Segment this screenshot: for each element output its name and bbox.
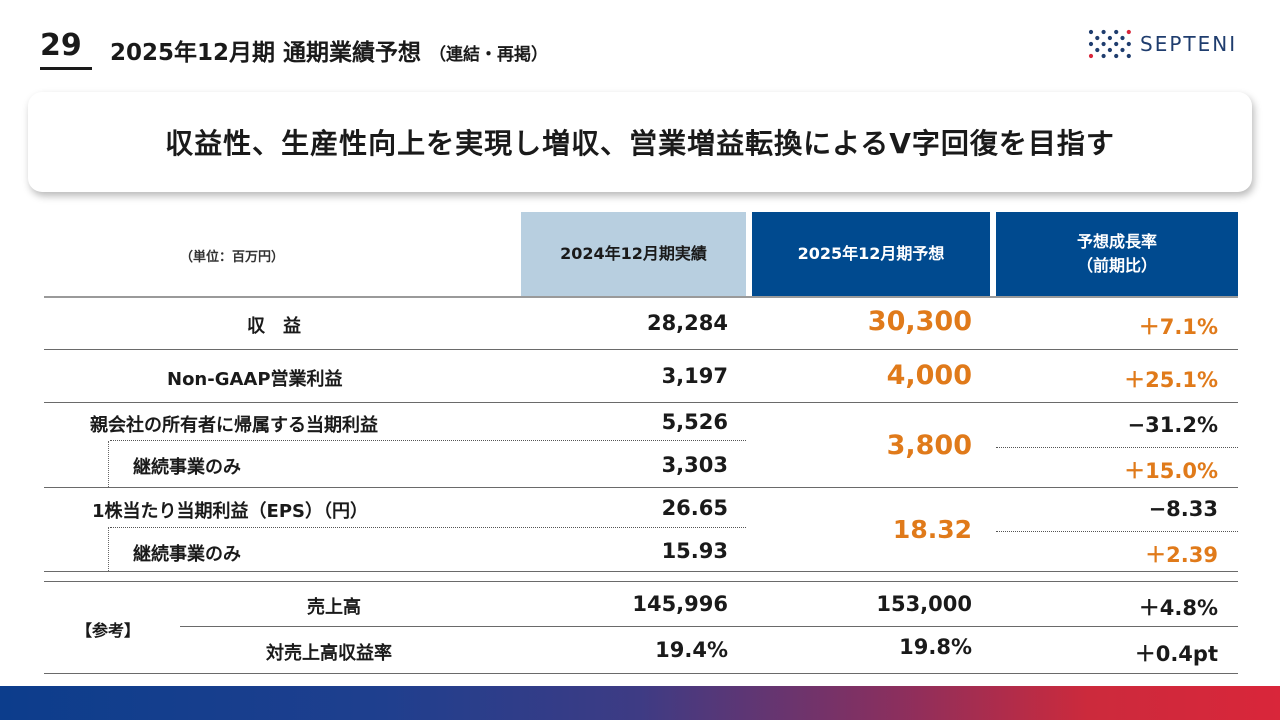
- row-label: 継続事業のみ: [133, 544, 241, 565]
- row-label: 継続事業のみ: [133, 457, 241, 478]
- row-divider: [44, 402, 1238, 403]
- page-title: 2025年12月期 通期業績予想 （連結・再掲）: [110, 33, 548, 67]
- column-header-forecast: 2025年12月期予想: [752, 212, 990, 296]
- actual-value: 3,197: [661, 364, 728, 388]
- row-divider: [44, 349, 1238, 350]
- growth-value: ＋0.4pt: [1134, 642, 1218, 666]
- forecast-value-eps: 18.32: [892, 515, 972, 544]
- logo-dot: [1101, 41, 1106, 47]
- growth-value: ＋25.1%: [1124, 368, 1218, 392]
- growth-value: ＋2.39: [1145, 543, 1218, 567]
- forecast-value: 153,000: [876, 592, 972, 616]
- logo-dot: [1101, 53, 1106, 59]
- column-header-growth-line1: 予想成長率: [1076, 232, 1157, 251]
- actual-value: 15.93: [661, 539, 728, 563]
- logo-text: SEPTENI: [1140, 32, 1238, 56]
- growth-value: ＋7.1%: [1138, 315, 1218, 339]
- logo-dot: [1120, 47, 1125, 53]
- logo-dot: [1120, 35, 1125, 41]
- table-header-divider: [44, 296, 1238, 298]
- row-label: 収 益: [247, 316, 301, 337]
- actual-value: 3,303: [661, 453, 728, 477]
- logo-dot: [1088, 41, 1094, 47]
- logo-dot: [1114, 29, 1119, 35]
- unit-label: （単位：百万円）: [180, 250, 285, 265]
- headline-box: 収益性、生産性向上を実現し増収、営業増益転換によるV字回復を目指す: [28, 92, 1252, 192]
- indent-marker: [108, 527, 109, 571]
- forecast-value-net-income: 3,800: [886, 430, 972, 461]
- logo-dot: [1126, 53, 1131, 59]
- logo-dot: [1107, 47, 1112, 53]
- actual-value: 26.65: [661, 496, 728, 520]
- septeni-dots-icon: [1088, 29, 1131, 59]
- logo-dot: [1088, 53, 1094, 59]
- logo-dot: [1095, 35, 1100, 41]
- row-label: 対売上高収益率: [266, 643, 392, 664]
- forecast-value: 19.8%: [899, 635, 972, 659]
- actual-value: 145,996: [632, 592, 728, 616]
- logo-dot: [1114, 53, 1119, 59]
- bottom-gradient-band: [0, 686, 1280, 720]
- row-dotted-divider: [110, 440, 746, 441]
- logo-dot: [1101, 29, 1106, 35]
- page-title-main: 2025年12月期 通期業績予想: [110, 40, 422, 66]
- logo-dot: [1088, 29, 1094, 35]
- headline-text: 収益性、生産性向上を実現し増収、営業増益転換によるV字回復を目指す: [165, 127, 1115, 160]
- row-label: 売上高: [307, 597, 361, 618]
- actual-value: 5,526: [661, 410, 728, 434]
- table-bottom-divider: [44, 673, 1238, 674]
- row-dotted-divider: [996, 531, 1238, 532]
- forecast-value: 30,300: [867, 306, 972, 337]
- reference-top-divider: [44, 581, 1238, 582]
- row-label: 親会社の所有者に帰属する当期利益: [90, 415, 378, 436]
- logo-dot: [1114, 41, 1119, 47]
- logo-dot: [1095, 47, 1100, 53]
- page-title-sub: （連結・再掲）: [429, 45, 549, 65]
- actual-value: 28,284: [646, 311, 728, 335]
- column-header-actual: 2024年12月期実績: [521, 212, 746, 296]
- growth-value: −8.33: [1148, 497, 1218, 521]
- logo-dot: [1126, 29, 1131, 35]
- indent-marker: [108, 441, 109, 487]
- row-divider: [44, 571, 1238, 572]
- page-number-underline: [40, 67, 92, 70]
- growth-value: ＋15.0%: [1124, 459, 1218, 483]
- row-label: Non-GAAP営業利益: [167, 369, 343, 390]
- column-header-growth: 予想成長率 （前期比）: [996, 212, 1238, 296]
- row-dotted-divider: [996, 447, 1238, 448]
- row-label: 1株当たり当期利益（EPS）（円）: [92, 501, 368, 522]
- forecast-value: 4,000: [886, 360, 972, 391]
- page-number: 29: [40, 28, 82, 63]
- logo-dot: [1107, 35, 1112, 41]
- row-divider: [44, 487, 1238, 488]
- septeni-logo: SEPTENI: [1088, 29, 1237, 59]
- column-header-growth-line2: （前期比）: [1076, 256, 1157, 275]
- reference-label: 【参考】: [76, 621, 141, 640]
- row-divider: [180, 626, 1238, 627]
- growth-value: ＋4.8%: [1138, 596, 1218, 620]
- row-dotted-divider: [110, 527, 746, 528]
- logo-dot: [1126, 41, 1131, 47]
- growth-value: −31.2%: [1127, 413, 1218, 437]
- actual-value: 19.4%: [655, 638, 728, 662]
